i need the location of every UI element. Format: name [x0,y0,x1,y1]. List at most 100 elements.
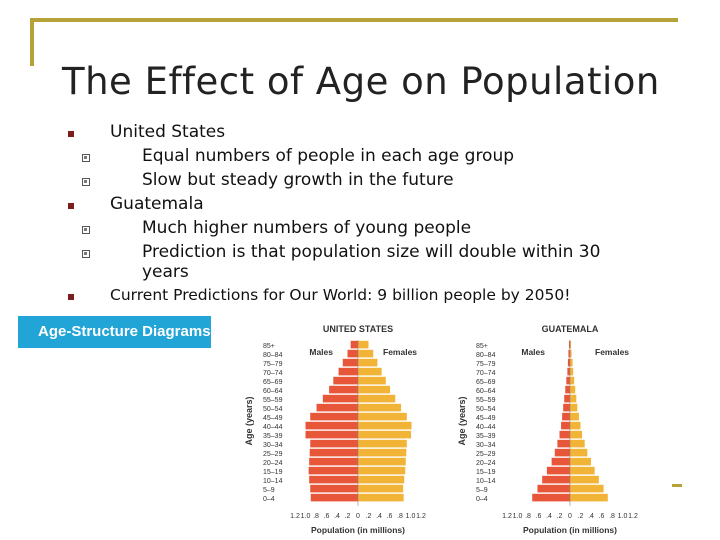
bar-male-30–34 [557,439,570,448]
x-tick-label: .8 [397,513,403,520]
bar-male-25–29 [309,448,358,457]
sub-bullet-text: Much higher numbers of young people [142,218,472,238]
x-tick-label: 1.2 [502,513,512,520]
bullet-square-icon [68,131,74,137]
bar-male-60–64 [329,385,358,394]
chart-title: GUATEMALA [542,324,599,334]
bar-male-35–39 [559,430,570,439]
x-tick-label: 1.2 [628,513,638,520]
x-tick-label: .6 [536,513,542,520]
bar-female-0–4 [358,493,404,502]
age-tick-label: 85+ [476,343,488,350]
x-tick-label: .6 [387,513,393,520]
bar-male-45–49 [562,412,570,421]
bar-female-60–64 [570,385,576,394]
bar-male-75–79 [342,358,358,367]
x-tick-label: 1.0 [406,513,416,520]
age-tick-label: 30–34 [476,442,496,449]
x-tick-label: .2 [345,513,351,520]
bar-female-85+ [570,340,572,349]
age-tick-label: 65–69 [476,379,496,386]
age-tick-label: 50–54 [476,406,496,413]
bullet-guatemala: Guatemala [110,194,204,214]
corner-accent-mark [672,484,682,487]
x-axis-label: Population (in millions) [523,525,617,535]
x-tick-label: 1.0 [301,513,311,520]
bar-male-30–34 [310,439,358,448]
bar-male-40–44 [305,421,358,430]
bar-female-65–69 [358,376,386,385]
bar-male-15–19 [546,466,570,475]
bar-male-20–24 [551,457,570,466]
bar-female-80–84 [570,349,572,358]
bar-female-45–49 [570,412,579,421]
age-tick-label: 15–19 [263,469,283,476]
bar-female-20–24 [570,457,591,466]
bar-female-10–14 [570,475,599,484]
bar-male-60–64 [565,385,570,394]
bar-male-50–54 [316,403,358,412]
bar-female-20–24 [358,457,406,466]
bar-female-50–54 [358,403,402,412]
age-tick-label: 5–9 [263,487,275,494]
x-tick-label: .4 [334,513,340,520]
bullet-world-prediction: Current Predictions for Our World: 9 bil… [110,286,571,304]
bar-female-15–19 [570,466,595,475]
bar-female-45–49 [358,412,407,421]
bar-female-5–9 [570,484,604,493]
age-tick-label: 60–64 [263,388,283,395]
y-axis-label: Age (years) [457,396,467,445]
x-tick-label: .6 [599,513,605,520]
bar-female-80–84 [358,349,374,358]
bar-male-85+ [350,340,358,349]
bar-female-35–39 [570,430,583,439]
bar-male-10–14 [309,475,358,484]
bullet-square-icon [68,294,74,300]
sub-bullet-square-icon [82,178,90,186]
age-tick-label: 45–49 [263,415,283,422]
bar-male-65–69 [333,376,358,385]
bar-male-10–14 [542,475,570,484]
bar-male-40–44 [561,421,570,430]
chart-title: UNITED STATES [323,324,393,334]
x-tick-label: .8 [609,513,615,520]
sub-bullet-square-icon [82,250,90,258]
age-tick-label: 80–84 [263,352,283,359]
bar-male-35–39 [305,430,358,439]
age-tick-label: 70–74 [263,370,283,377]
bar-female-40–44 [358,421,412,430]
bar-female-60–64 [358,385,391,394]
bar-male-80–84 [568,349,570,358]
bar-male-0–4 [532,493,570,502]
age-structure-banner: Age-Structure Diagrams [18,316,211,348]
top-accent-line [30,18,678,22]
age-tick-label: 40–44 [263,424,283,431]
age-tick-label: 40–44 [476,424,496,431]
x-tick-label: .4 [376,513,382,520]
bar-female-10–14 [358,475,405,484]
bar-male-55–59 [322,394,358,403]
age-tick-label: 65–69 [263,379,283,386]
bar-male-65–69 [566,376,570,385]
bar-female-70–74 [358,367,382,376]
age-tick-label: 55–59 [476,397,496,404]
legend-males: Males [521,347,545,357]
age-tick-label: 55–59 [263,397,283,404]
age-tick-label: 80–84 [476,352,496,359]
x-tick-label: 0 [568,513,572,520]
bar-female-25–29 [570,448,588,457]
age-tick-label: 30–34 [263,442,283,449]
left-accent-line [30,18,34,66]
age-tick-label: 15–19 [476,469,496,476]
x-tick-label: 1.2 [416,513,426,520]
age-tick-label: 75–79 [263,361,283,368]
x-tick-label: .2 [578,513,584,520]
bar-female-5–9 [358,484,404,493]
sub-bullet-square-icon [82,226,90,234]
bar-female-55–59 [358,394,396,403]
bar-female-35–39 [358,430,412,439]
bar-female-65–69 [570,376,575,385]
x-tick-label: .8 [525,513,531,520]
legend-females: Females [595,347,629,357]
